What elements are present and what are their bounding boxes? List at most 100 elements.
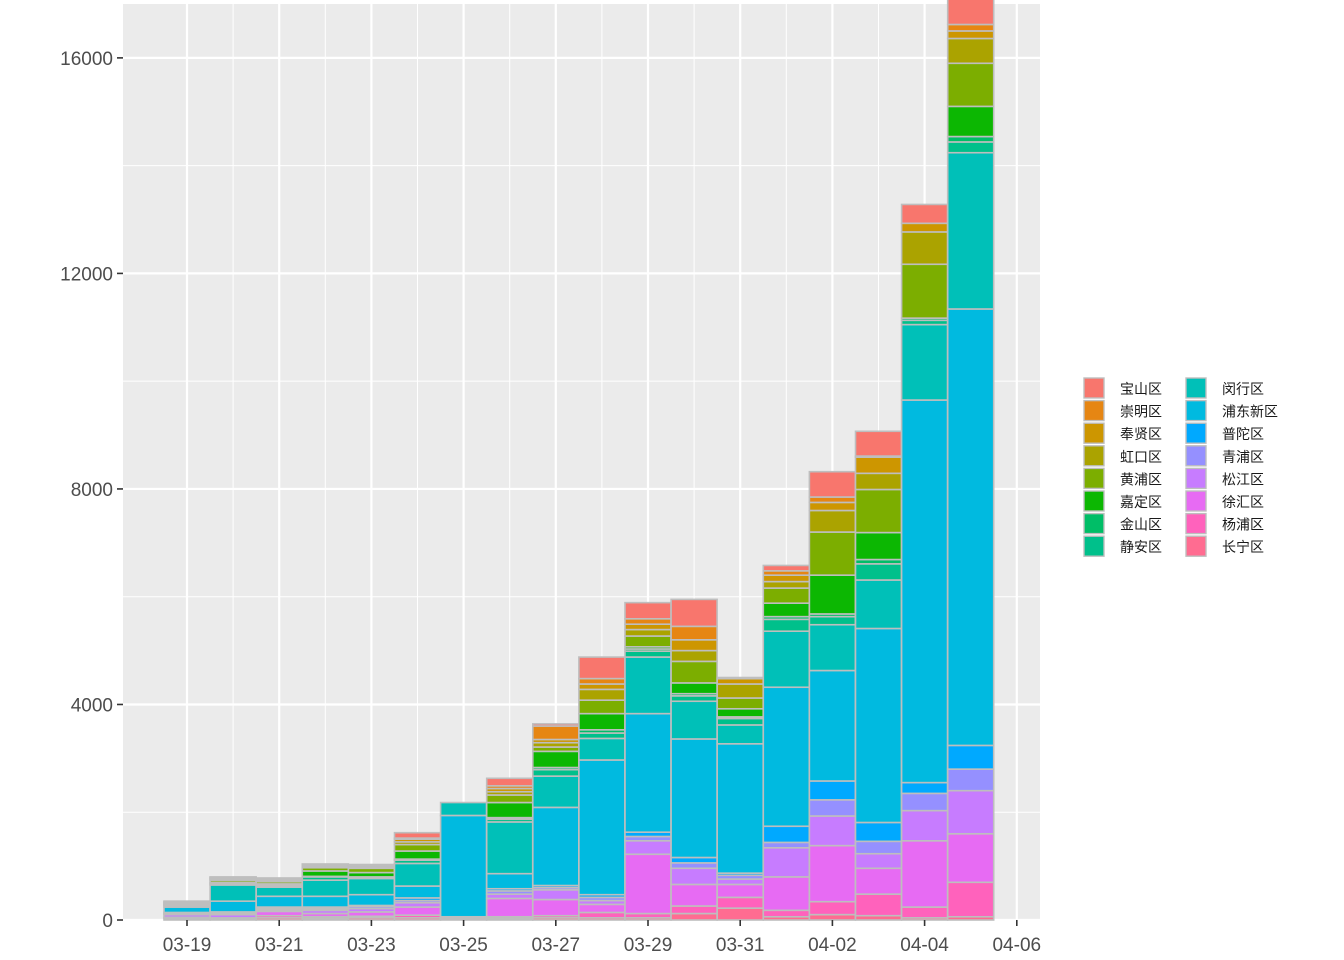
bar-segment <box>808 509 857 533</box>
bar-segment <box>209 876 257 879</box>
bar-segment <box>347 877 396 896</box>
bar-segment <box>578 737 626 761</box>
bar-segment <box>716 683 765 699</box>
bar-segment <box>624 650 672 658</box>
bar-segment <box>485 777 534 787</box>
bar-segment <box>946 789 995 835</box>
legend-item: 宝山区 <box>1083 377 1162 399</box>
bar-segment <box>624 601 672 620</box>
legend-label: 青浦区 <box>1222 450 1264 466</box>
bar-segment <box>854 579 903 630</box>
bar-segment <box>670 738 718 859</box>
bar-segment <box>670 883 718 907</box>
bar-segment <box>716 697 765 710</box>
bar-segment <box>670 912 718 921</box>
bar-segment <box>347 863 396 867</box>
bar-segment <box>854 430 903 457</box>
bar-segment <box>485 801 534 819</box>
bar-segment <box>854 488 903 534</box>
bar-segment <box>946 141 995 154</box>
bar-segment <box>946 308 995 747</box>
bar-segment <box>670 649 718 663</box>
legend-key <box>1185 422 1207 444</box>
bar-segment <box>393 885 442 899</box>
legend-label: 松江区 <box>1222 472 1264 488</box>
bar-segment <box>531 768 580 777</box>
legend-key <box>1083 422 1105 444</box>
bar-segment <box>578 759 626 896</box>
bar-segment <box>301 879 350 898</box>
bar-segment <box>531 889 580 901</box>
bar-segment <box>854 472 903 491</box>
y-tick-label: 4000 <box>71 695 113 716</box>
bar-segment <box>624 839 672 856</box>
x-tick-label: 03-31 <box>716 935 765 956</box>
legend-key <box>1185 399 1207 422</box>
legend-label: 杨浦区 <box>1222 518 1264 534</box>
bar-segment <box>854 893 903 917</box>
x-tick-label: 04-06 <box>992 935 1041 956</box>
bar-segment <box>716 907 765 921</box>
bar-segment <box>946 105 995 138</box>
bar-segment <box>301 863 350 866</box>
bar-segment <box>624 628 672 637</box>
bar-segment <box>209 900 257 913</box>
bar-segment <box>854 456 903 475</box>
bar-segment <box>531 723 580 727</box>
legend-item: 青浦区 <box>1185 445 1264 467</box>
bar-segment <box>808 501 857 512</box>
bar-segment <box>946 23 995 32</box>
bar-segment <box>762 618 811 632</box>
legend-label: 浦东新区 <box>1222 405 1278 421</box>
legend-item: 黄浦区 <box>1083 467 1162 490</box>
bar-segment <box>531 775 580 809</box>
bar-segment <box>716 724 765 745</box>
x-tick-label: 03-27 <box>531 935 580 956</box>
bar-segment <box>808 496 857 504</box>
bar-segment <box>578 732 626 740</box>
bar-segment <box>900 231 949 266</box>
bar-segment <box>670 700 718 740</box>
bar-segment <box>716 717 765 726</box>
y-tick-label: 0 <box>102 911 113 932</box>
bar-segment <box>578 911 626 919</box>
legend-item: 虹口区 <box>1083 445 1162 467</box>
bar-segment <box>670 682 718 695</box>
bar-segment <box>255 895 304 908</box>
legend-key <box>1083 377 1105 399</box>
y-tick-label: 12000 <box>60 264 113 285</box>
bar-segment <box>485 794 534 804</box>
bar-segment <box>347 893 396 907</box>
bar-segment <box>946 744 995 770</box>
y-tick-label: 8000 <box>71 480 113 501</box>
bar-segment <box>624 623 672 631</box>
legend-label: 长宁区 <box>1222 539 1264 556</box>
bar-segment <box>854 852 903 870</box>
x-axis: 03-19 03-21 03-23 03-25 03-27 03-29 03-31 04-02… <box>163 920 1041 956</box>
legend-key <box>1083 490 1105 512</box>
legend-label: 金山区 <box>1120 518 1162 534</box>
bar-segment <box>946 135 995 143</box>
bar-segment <box>393 850 442 860</box>
legend-item: 静安区 <box>1083 535 1162 557</box>
bar-segment <box>854 627 903 824</box>
bar-segment <box>393 843 442 852</box>
bar-segment <box>946 37 995 65</box>
bar-segment <box>716 743 765 874</box>
bar-segment <box>808 844 857 903</box>
bar-segment <box>900 792 949 812</box>
bar-segment <box>762 686 811 828</box>
bar-segment <box>854 840 903 855</box>
bar-segment <box>255 886 304 898</box>
bar-segment <box>670 867 718 886</box>
legend-key <box>1185 467 1207 490</box>
legend-label: 普陀区 <box>1222 427 1264 443</box>
bar-segment <box>900 809 949 842</box>
bar-segment <box>670 660 718 684</box>
bar-segment <box>439 814 488 918</box>
bar-segment <box>762 876 811 912</box>
bar-segment <box>946 832 995 884</box>
bar-segment <box>762 909 811 918</box>
